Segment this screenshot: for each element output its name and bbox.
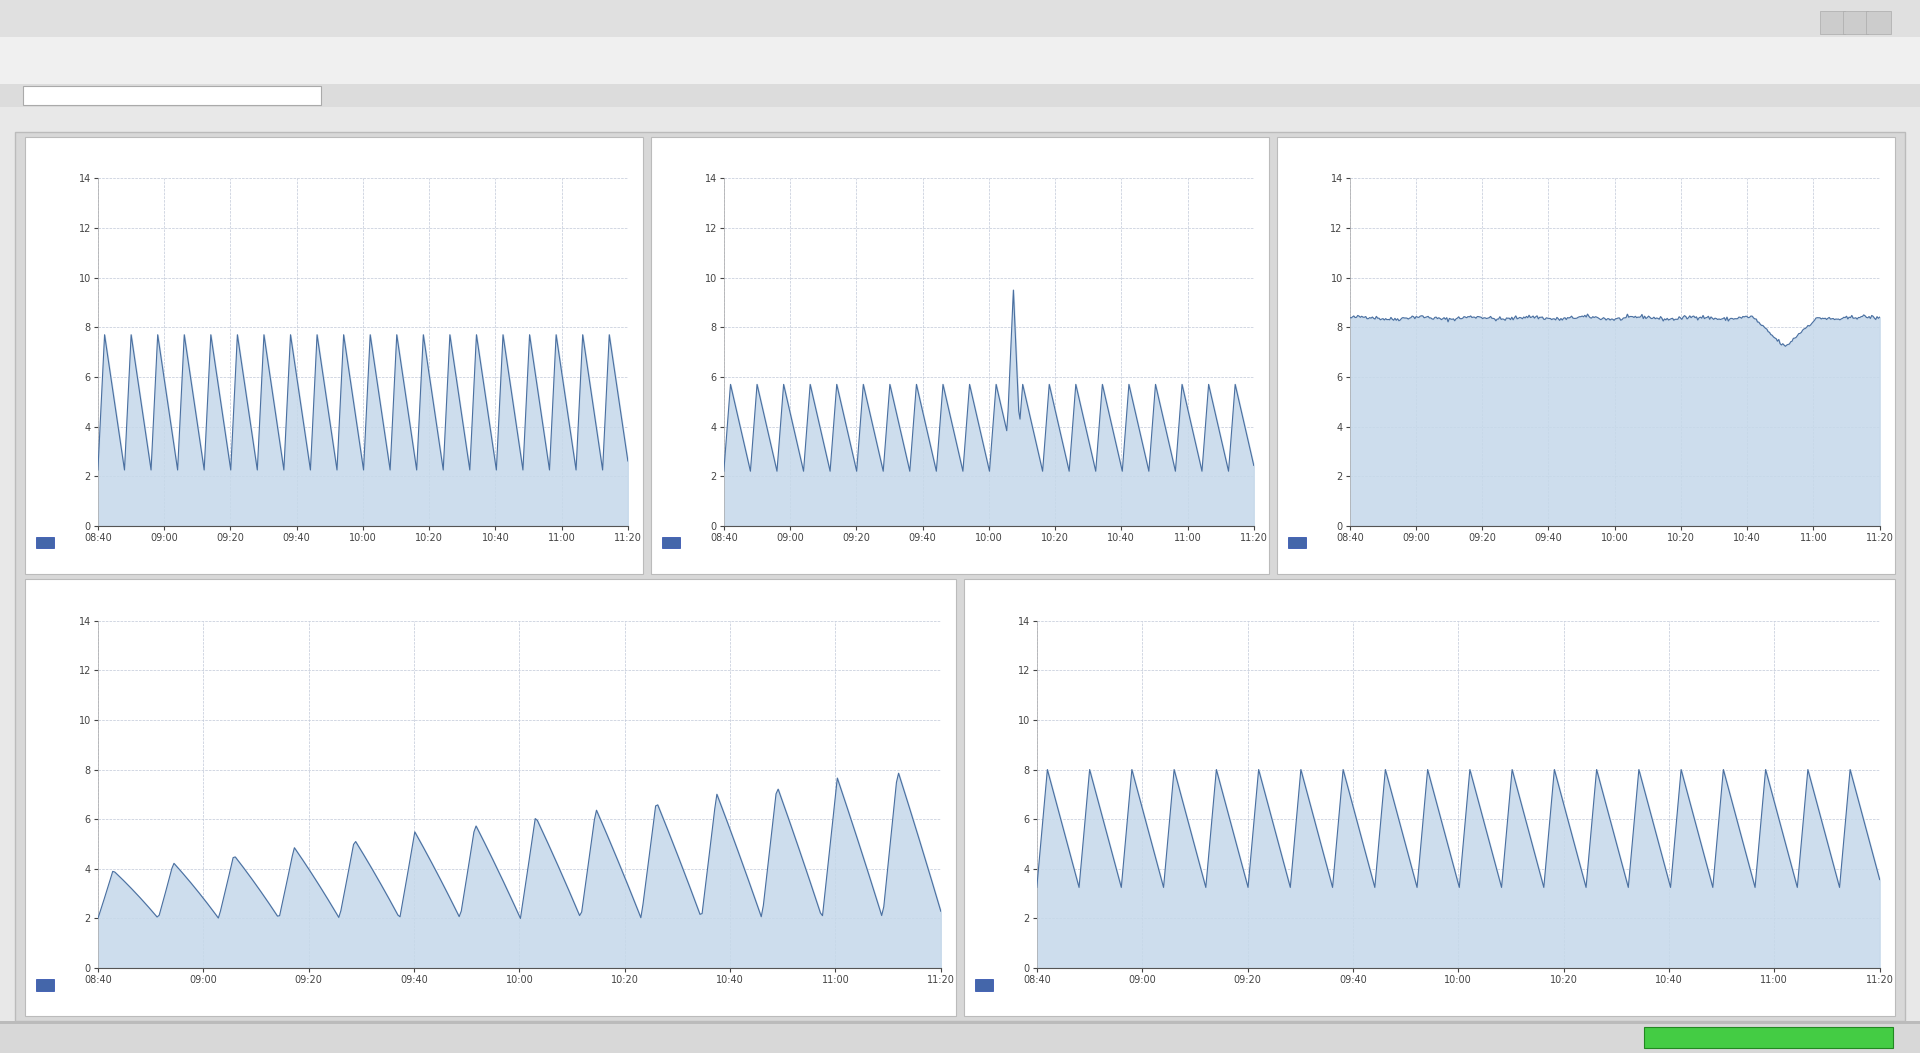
- Text: Curr    Min     Max    Avg: Curr Min Max Avg: [1069, 969, 1200, 979]
- Text: ─: ─: [1830, 17, 1837, 27]
- Text: Fridge 5: Fridge 5: [998, 980, 1041, 990]
- Text: File   View   Monitor   Configuration   Tools   Window   Help: File View Monitor Configuration Tools Wi…: [15, 42, 338, 53]
- Text: ×: ×: [1876, 17, 1884, 27]
- Text: 8.187  7.250  8.375  8.113: 8.187 7.250 8.375 8.113: [1382, 538, 1521, 548]
- Text: Riversdale Veterinary fridge 1 (3h): Riversdale Veterinary fridge 1 (3h): [219, 152, 449, 164]
- Text: 3.312  2.187  9.500  3.699: 3.312 2.187 9.500 3.699: [756, 538, 895, 548]
- Text: 3.000  2.250  7.687  4.827: 3.000 2.250 7.687 4.827: [131, 538, 269, 548]
- Text: Riversdale Veterinary fridge 3 (3h): Riversdale Veterinary fridge 3 (3h): [1471, 152, 1701, 164]
- Text: Riversdale Veterinary fridge 5 (3h): Riversdale Veterinary fridge 5 (3h): [1313, 594, 1546, 607]
- Text: 5.250  1.937  8.187  5.547: 5.250 1.937 8.187 5.547: [131, 980, 269, 990]
- Text: Curr    Min     Max    Avg: Curr Min Max Avg: [131, 969, 261, 979]
- Text: Management: Management: [1793, 40, 1866, 51]
- Text: Fridge 1: Fridge 1: [60, 538, 102, 548]
- Text: 5.000  3.250  8.000  5.734: 5.000 3.250 8.000 5.734: [1069, 980, 1208, 990]
- Text: Riversdale Veterinary fridge 2 (3h): Riversdale Veterinary fridge 2 (3h): [845, 152, 1075, 164]
- Text: ⊞: ⊞: [27, 91, 35, 101]
- Text: NetXMS: PRODUCTION: NetXMS: PRODUCTION: [1693, 1031, 1843, 1044]
- Text: 🔒: 🔒: [15, 1032, 21, 1042]
- Text: □: □: [1853, 17, 1860, 27]
- Text: Fridge 4: Fridge 4: [60, 980, 102, 990]
- Text: Dashboard: Veterinary fridges - Riversdale  ×: Dashboard: Veterinary fridges - Riversda…: [44, 91, 282, 101]
- Text: Fridge 3: Fridge 3: [1311, 538, 1354, 548]
- Text: Curr    Min     Max    Avg: Curr Min Max Avg: [756, 526, 887, 537]
- Text: Fridge 2: Fridge 2: [685, 538, 728, 548]
- Text: john.mitchell@netxms.ssk.local (4.2-433-g453d89aa43): john.mitchell@netxms.ssk.local (4.2-433-…: [42, 1032, 355, 1042]
- Text: Curr    Min     Max    Avg: Curr Min Max Avg: [131, 526, 261, 537]
- Text: NetXMS Management Console - [john.mitchell@netxms.ssk.local]: NetXMS Management Console - [john.mitche…: [766, 13, 1154, 25]
- Text: Riversdale Veterinary fridge 4 (3h): Riversdale Veterinary fridge 4 (3h): [374, 594, 607, 607]
- Text: Curr    Min     Max    Avg: Curr Min Max Avg: [1382, 526, 1513, 537]
